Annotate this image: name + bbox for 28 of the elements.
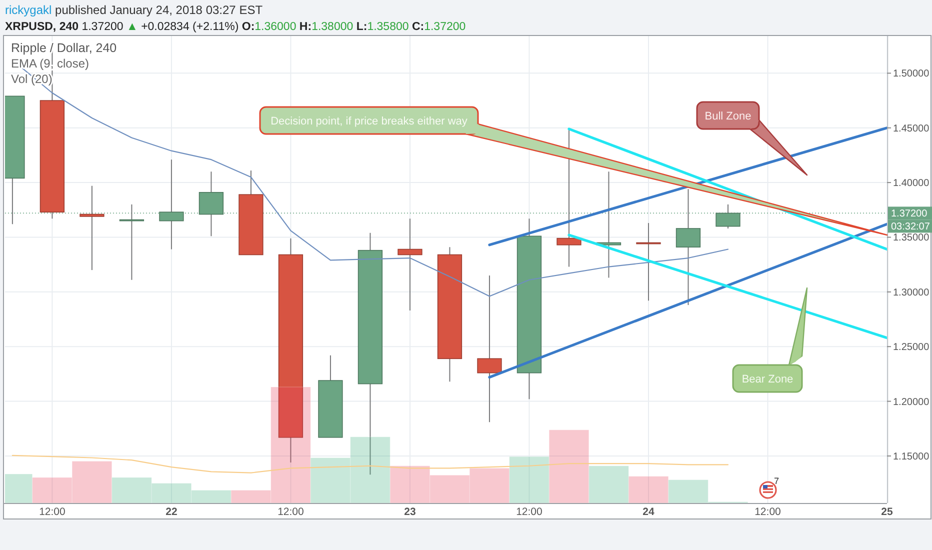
x-tick-label: 12:00 [39, 506, 66, 518]
annotation: 7 [774, 476, 780, 486]
y-tick-label: 1.25000 [893, 342, 930, 354]
x-tick-label: 12:00 [516, 506, 543, 518]
y-tick-label: 1.45000 [893, 123, 930, 134]
annotation: Decision point, if price breaks either way [270, 116, 468, 128]
text: 03:32:07 [891, 222, 930, 233]
candlestick [556, 128, 582, 268]
annotation: Bull Zone [704, 110, 752, 122]
candlestick [477, 275, 502, 423]
candlestick [398, 218, 422, 312]
y-tick-label: 1.30000 [893, 287, 930, 298]
chart-title: XRPUSD, 240 1.37200 ▲ +0.02834 (+2.11%) O:1.36000 H:1.38000 L:1.35800 C:1.37200 [5, 21, 466, 33]
x-tick-label: 12:00 [754, 506, 782, 518]
x-tick-label: 22 [166, 506, 178, 518]
y-tick-label: 1.40000 [893, 178, 930, 190]
y-tick-label: 1.35000 [893, 232, 930, 244]
text: rickygakl published January 24, 2018 03:27 EST [5, 3, 264, 17]
x-tick-label: 12:00 [278, 506, 304, 518]
x-tick-label: 25 [881, 506, 893, 518]
annotation: Bear Zone [742, 374, 794, 386]
candlestick [80, 185, 104, 271]
x-tick-label: 24 [642, 506, 654, 518]
y-tick-label: 1.50000 [893, 68, 930, 80]
x-tick-label: 23 [404, 506, 416, 518]
y-tick-label: 1.20000 [893, 396, 930, 408]
y-tick-label: 1.15000 [893, 451, 930, 462]
ref-line-label: 1.37200 [891, 208, 928, 220]
